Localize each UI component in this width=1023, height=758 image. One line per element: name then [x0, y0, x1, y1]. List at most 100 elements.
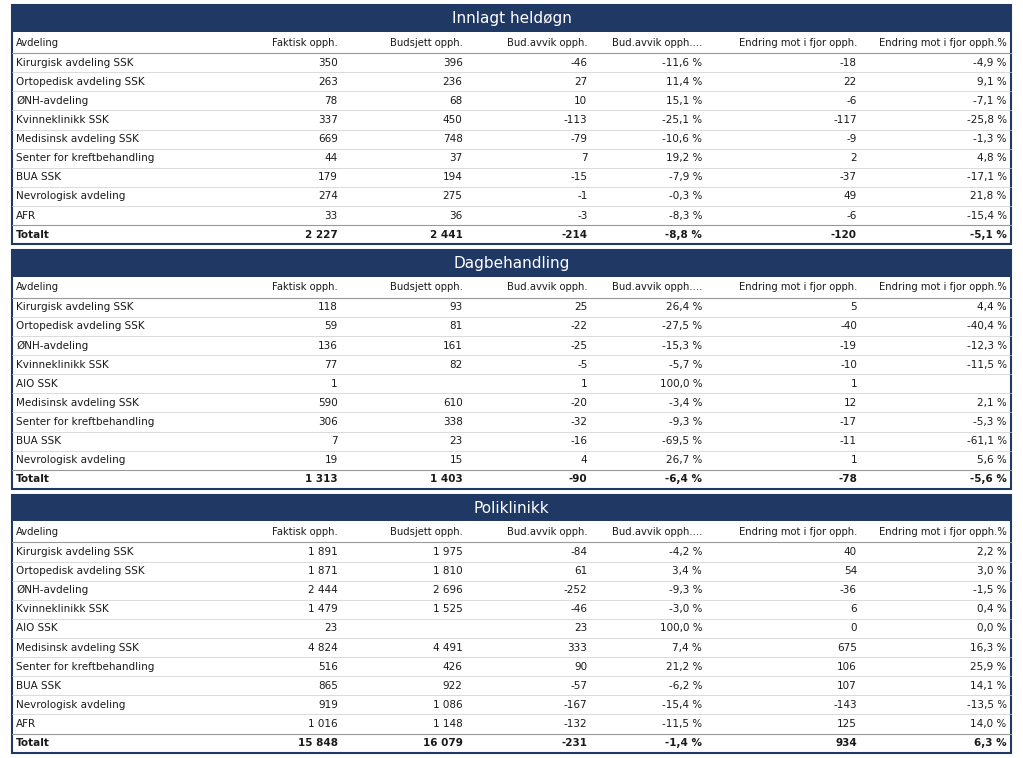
Text: -8,8 %: -8,8 %	[665, 230, 702, 240]
Text: 25,9 %: 25,9 %	[971, 662, 1007, 672]
Text: 333: 333	[568, 643, 587, 653]
Text: Kvinneklinikk SSK: Kvinneklinikk SSK	[16, 359, 109, 370]
Text: 1 479: 1 479	[308, 604, 338, 614]
Text: -132: -132	[564, 719, 587, 729]
Text: -15,3 %: -15,3 %	[662, 340, 702, 350]
Text: -5,1 %: -5,1 %	[970, 230, 1007, 240]
Text: Kvinneklinikk SSK: Kvinneklinikk SSK	[16, 604, 109, 614]
Text: -46: -46	[571, 604, 587, 614]
Text: 275: 275	[443, 192, 462, 202]
Text: Totalt: Totalt	[16, 738, 50, 748]
Text: -11,5 %: -11,5 %	[967, 359, 1007, 370]
Text: 82: 82	[449, 359, 462, 370]
Text: 23: 23	[574, 623, 587, 634]
Text: AIO SSK: AIO SSK	[16, 623, 58, 634]
Text: Faktisk opph.: Faktisk opph.	[272, 38, 338, 48]
Text: 3,0 %: 3,0 %	[977, 566, 1007, 576]
Text: 2,1 %: 2,1 %	[977, 398, 1007, 408]
Text: Senter for kreftbehandling: Senter for kreftbehandling	[16, 662, 154, 672]
Text: -1,4 %: -1,4 %	[665, 738, 702, 748]
Text: Kvinneklinikk SSK: Kvinneklinikk SSK	[16, 115, 109, 125]
Text: -78: -78	[838, 475, 857, 484]
Text: 19,2 %: 19,2 %	[666, 153, 702, 163]
Text: -5: -5	[577, 359, 587, 370]
Text: 26,4 %: 26,4 %	[666, 302, 702, 312]
Text: -79: -79	[571, 134, 587, 144]
Text: 100,0 %: 100,0 %	[660, 623, 702, 634]
Text: -15,4 %: -15,4 %	[662, 700, 702, 710]
Text: -32: -32	[571, 417, 587, 427]
Text: 1 148: 1 148	[433, 719, 462, 729]
Text: Ortopedisk avdeling SSK: Ortopedisk avdeling SSK	[16, 566, 145, 576]
Text: 2 227: 2 227	[305, 230, 338, 240]
Text: -1: -1	[577, 192, 587, 202]
Text: 7: 7	[331, 436, 338, 446]
Text: 19: 19	[324, 456, 338, 465]
Text: AFR: AFR	[16, 211, 37, 221]
Text: ØNH-avdeling: ØNH-avdeling	[16, 585, 89, 595]
Text: Endring mot i fjor opph.: Endring mot i fjor opph.	[739, 527, 857, 537]
Text: 36: 36	[449, 211, 462, 221]
Bar	[12, 495, 1011, 753]
Text: 59: 59	[324, 321, 338, 331]
Text: 93: 93	[449, 302, 462, 312]
Text: Medisinsk avdeling SSK: Medisinsk avdeling SSK	[16, 398, 139, 408]
Text: -84: -84	[571, 547, 587, 557]
Text: 2: 2	[850, 153, 857, 163]
Text: 3,4 %: 3,4 %	[672, 566, 702, 576]
Text: -9: -9	[847, 134, 857, 144]
Text: Medisinsk avdeling SSK: Medisinsk avdeling SSK	[16, 643, 139, 653]
Text: Nevrologisk avdeling: Nevrologisk avdeling	[16, 456, 126, 465]
Text: -46: -46	[571, 58, 587, 67]
Text: BUA SSK: BUA SSK	[16, 681, 61, 691]
Text: -40: -40	[840, 321, 857, 331]
Text: 136: 136	[318, 340, 338, 350]
Text: Bud.avvik opph.: Bud.avvik opph.	[506, 38, 587, 48]
Text: -113: -113	[564, 115, 587, 125]
Text: 4,8 %: 4,8 %	[977, 153, 1007, 163]
Text: 306: 306	[318, 417, 338, 427]
Text: 4,4 %: 4,4 %	[977, 302, 1007, 312]
Bar	[12, 495, 1011, 522]
Text: 194: 194	[443, 172, 462, 183]
Text: Endring mot i fjor opph.: Endring mot i fjor opph.	[739, 38, 857, 48]
Text: -16: -16	[571, 436, 587, 446]
Text: 922: 922	[443, 681, 462, 691]
Text: Medisinsk avdeling SSK: Medisinsk avdeling SSK	[16, 134, 139, 144]
Text: -6: -6	[847, 211, 857, 221]
Text: ØNH-avdeling: ØNH-avdeling	[16, 96, 89, 106]
Text: 748: 748	[443, 134, 462, 144]
Text: 338: 338	[443, 417, 462, 427]
Text: 350: 350	[318, 58, 338, 67]
Text: 14,1 %: 14,1 %	[971, 681, 1007, 691]
Text: 16 079: 16 079	[422, 738, 462, 748]
Text: 15,1 %: 15,1 %	[666, 96, 702, 106]
Text: 100,0 %: 100,0 %	[660, 379, 702, 389]
Text: -1,3 %: -1,3 %	[973, 134, 1007, 144]
Text: 9,1 %: 9,1 %	[977, 77, 1007, 86]
Text: Faktisk opph.: Faktisk opph.	[272, 282, 338, 293]
Text: 14,0 %: 14,0 %	[971, 719, 1007, 729]
Text: 4 824: 4 824	[308, 643, 338, 653]
Text: 236: 236	[443, 77, 462, 86]
Text: -40,4 %: -40,4 %	[967, 321, 1007, 331]
Text: 263: 263	[318, 77, 338, 86]
Text: -231: -231	[562, 738, 587, 748]
Text: -4,2 %: -4,2 %	[669, 547, 702, 557]
Text: -9,3 %: -9,3 %	[669, 585, 702, 595]
Text: Ortopedisk avdeling SSK: Ortopedisk avdeling SSK	[16, 77, 145, 86]
Text: 1: 1	[331, 379, 338, 389]
Text: Endring mot i fjor opph.%: Endring mot i fjor opph.%	[879, 527, 1007, 537]
Text: -25: -25	[571, 340, 587, 350]
Text: 26,7 %: 26,7 %	[666, 456, 702, 465]
Bar	[12, 5, 1011, 32]
Text: -8,3 %: -8,3 %	[669, 211, 702, 221]
Text: -5,3 %: -5,3 %	[973, 417, 1007, 427]
Text: -17: -17	[840, 417, 857, 427]
Text: 23: 23	[449, 436, 462, 446]
Text: 125: 125	[837, 719, 857, 729]
Text: -11,5 %: -11,5 %	[662, 719, 702, 729]
Text: Bud.avvik opph....: Bud.avvik opph....	[612, 38, 702, 48]
Text: 106: 106	[837, 662, 857, 672]
Text: 1: 1	[850, 379, 857, 389]
